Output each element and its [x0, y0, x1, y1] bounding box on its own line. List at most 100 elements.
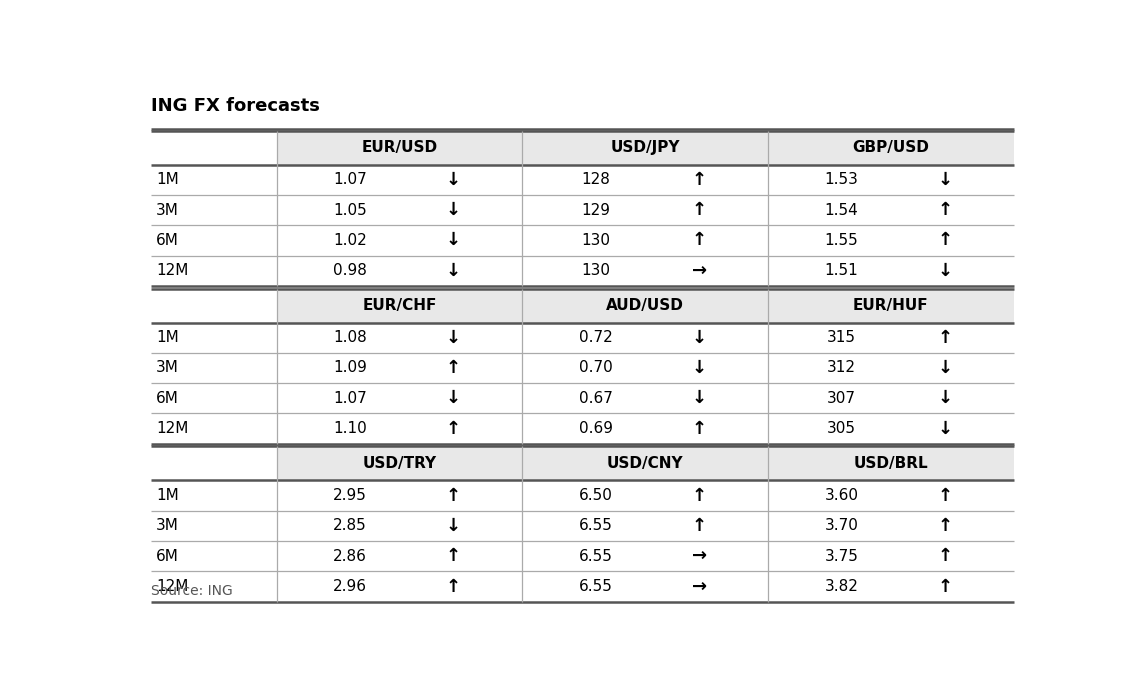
Text: 0.98: 0.98 [333, 263, 367, 278]
Text: ↑: ↑ [445, 420, 461, 438]
Text: ↑: ↑ [445, 547, 461, 565]
Text: 1.02: 1.02 [333, 233, 367, 248]
Text: 130: 130 [582, 263, 610, 278]
Text: USD/CNY: USD/CNY [607, 456, 684, 471]
Text: 3M: 3M [156, 202, 179, 217]
Text: 6M: 6M [156, 391, 179, 406]
Text: 1M: 1M [156, 330, 178, 345]
Text: 0.67: 0.67 [579, 391, 612, 406]
Text: 307: 307 [827, 391, 857, 406]
Text: ↓: ↓ [692, 389, 707, 407]
Text: ↓: ↓ [445, 171, 461, 189]
Text: 312: 312 [827, 361, 857, 375]
Text: 1.54: 1.54 [825, 202, 859, 217]
Text: ↓: ↓ [445, 329, 461, 347]
Text: ↓: ↓ [692, 329, 707, 347]
Text: ↓: ↓ [445, 232, 461, 249]
Bar [276, 289, 523, 323]
Text: ↓: ↓ [937, 389, 952, 407]
Text: ↓: ↓ [937, 261, 952, 280]
Text: EUR/USD: EUR/USD [361, 140, 437, 155]
Text: ↓: ↓ [445, 261, 461, 280]
Text: ↑: ↑ [692, 420, 707, 438]
Text: 130: 130 [582, 233, 610, 248]
Bar [276, 446, 523, 481]
Text: ↑: ↑ [445, 578, 461, 595]
Text: AUD/USD: AUD/USD [607, 298, 684, 313]
Text: 3.82: 3.82 [825, 579, 859, 594]
Text: 0.70: 0.70 [579, 361, 612, 375]
Text: 6.55: 6.55 [579, 518, 612, 534]
Text: ↓: ↓ [445, 201, 461, 219]
Text: 2.95: 2.95 [333, 488, 367, 503]
Text: 1.08: 1.08 [333, 330, 367, 345]
Text: ↓: ↓ [937, 359, 952, 377]
Text: ↑: ↑ [937, 517, 952, 535]
Text: ↑: ↑ [937, 578, 952, 595]
Text: 1.53: 1.53 [825, 172, 859, 187]
Text: 12M: 12M [156, 579, 189, 594]
Text: ING FX forecasts: ING FX forecasts [151, 97, 319, 115]
Text: 12M: 12M [156, 421, 189, 436]
Text: 3M: 3M [156, 361, 179, 375]
Text: ↑: ↑ [937, 329, 952, 347]
Text: ↑: ↑ [692, 201, 707, 219]
Text: 1M: 1M [156, 172, 178, 187]
Text: ↑: ↑ [937, 201, 952, 219]
Text: 6.50: 6.50 [579, 488, 612, 503]
Bar [523, 130, 768, 164]
Text: ↑: ↑ [937, 232, 952, 249]
Text: 1.10: 1.10 [333, 421, 367, 436]
Text: ↑: ↑ [445, 359, 461, 377]
Text: →: → [692, 261, 707, 280]
Text: ↑: ↑ [692, 487, 707, 504]
Bar [276, 130, 523, 164]
Text: 1.05: 1.05 [333, 202, 367, 217]
Text: 6M: 6M [156, 549, 179, 564]
Text: 3M: 3M [156, 518, 179, 534]
Text: 6M: 6M [156, 233, 179, 248]
Text: 2.85: 2.85 [333, 518, 367, 534]
Text: 1M: 1M [156, 488, 178, 503]
Text: ↑: ↑ [937, 487, 952, 504]
Text: 1.55: 1.55 [825, 233, 859, 248]
Text: ↓: ↓ [445, 389, 461, 407]
Text: ↓: ↓ [692, 359, 707, 377]
Text: →: → [692, 547, 707, 565]
Text: 0.72: 0.72 [579, 330, 612, 345]
Text: 2.86: 2.86 [333, 549, 367, 564]
Text: ↓: ↓ [445, 517, 461, 535]
Text: 0.69: 0.69 [579, 421, 613, 436]
Text: 3.70: 3.70 [825, 518, 859, 534]
Text: ↑: ↑ [445, 487, 461, 504]
Text: ↓: ↓ [937, 171, 952, 189]
Text: EUR/HUF: EUR/HUF [853, 298, 928, 313]
Text: 1.51: 1.51 [825, 263, 859, 278]
Text: GBP/USD: GBP/USD [852, 140, 929, 155]
Text: Source: ING: Source: ING [151, 584, 233, 598]
Text: 6.55: 6.55 [579, 579, 612, 594]
Text: USD/TRY: USD/TRY [362, 456, 436, 471]
Text: 1.07: 1.07 [333, 172, 367, 187]
Bar [768, 446, 1013, 481]
Text: 128: 128 [582, 172, 610, 187]
Text: →: → [692, 578, 707, 595]
Bar [523, 289, 768, 323]
Text: 12M: 12M [156, 263, 189, 278]
Text: 1.07: 1.07 [333, 391, 367, 406]
Bar [768, 289, 1013, 323]
Text: ↑: ↑ [692, 171, 707, 189]
Text: 315: 315 [827, 330, 857, 345]
Text: 3.75: 3.75 [825, 549, 859, 564]
Text: USD/BRL: USD/BRL [853, 456, 928, 471]
Text: 6.55: 6.55 [579, 549, 612, 564]
Bar [768, 130, 1013, 164]
Text: 305: 305 [827, 421, 857, 436]
Text: 3.60: 3.60 [825, 488, 859, 503]
Text: EUR/CHF: EUR/CHF [362, 298, 436, 313]
Text: ↑: ↑ [937, 547, 952, 565]
Text: USD/JPY: USD/JPY [610, 140, 679, 155]
Text: 129: 129 [582, 202, 610, 217]
Text: ↑: ↑ [692, 232, 707, 249]
Text: 2.96: 2.96 [333, 579, 367, 594]
